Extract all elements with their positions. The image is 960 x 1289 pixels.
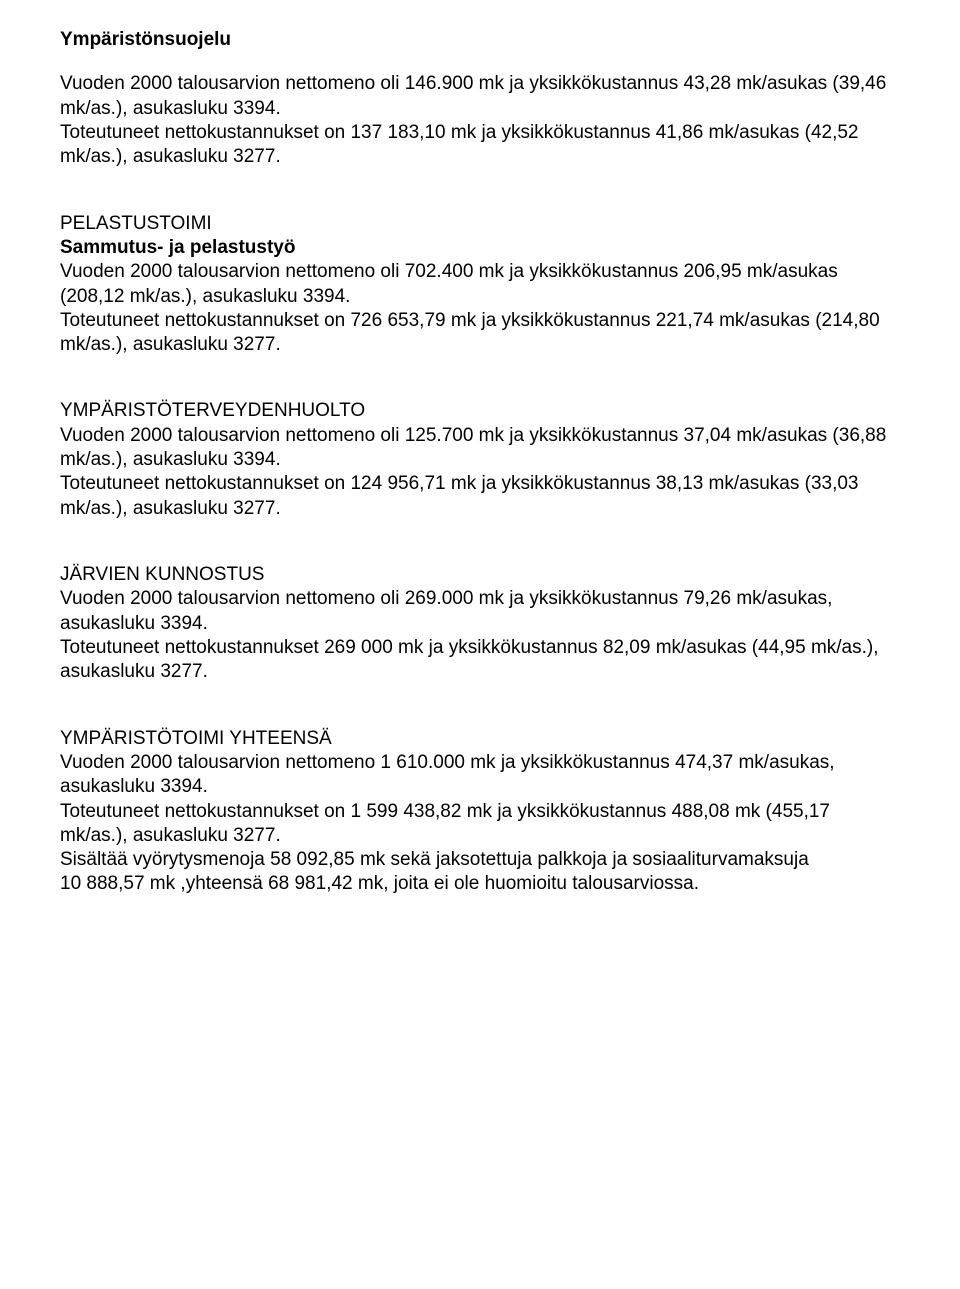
paragraph-text: Sisältää vyörytysmenoja 58 092,85 mk sek… [60, 848, 900, 872]
paragraph-text: Toteutuneet nettokustannukset on 726 653… [60, 309, 900, 358]
paragraph-text: Toteutuneet nettokustannukset on 124 956… [60, 472, 900, 521]
heading-ymparistotoimi-yhteensa: YMPÄRISTÖTOIMI YHTEENSÄ [60, 727, 900, 751]
paragraph-text: Vuoden 2000 talousarvion nettomeno oli 2… [60, 587, 900, 636]
heading-pelastustoimi: PELASTUSTOIMI [60, 212, 900, 236]
paragraph-text: Toteutuneet nettokustannukset on 1 599 4… [60, 800, 900, 849]
section-jarvien-kunnostus: JÄRVIEN KUNNOSTUS Vuoden 2000 talousarvi… [60, 563, 900, 685]
section-pelastustoimi: PELASTUSTOIMI Sammutus- ja pelastustyö V… [60, 212, 900, 358]
paragraph-text: 10 888,57 mk ,yhteensä 68 981,42 mk, joi… [60, 872, 900, 896]
paragraph-text: Vuoden 2000 talousarvion nettomeno oli 1… [60, 424, 900, 473]
paragraph-text: Vuoden 2000 talousarvion nettomeno oli 7… [60, 260, 900, 309]
subheading-sammutus: Sammutus- ja pelastustyö [60, 236, 900, 260]
title-ymparistonsuojelu: Ympäristönsuojelu [60, 28, 900, 52]
section-ymparistoterveydenhuolto: YMPÄRISTÖTERVEYDENHUOLTO Vuoden 2000 tal… [60, 399, 900, 521]
heading-jarvien-kunnostus: JÄRVIEN KUNNOSTUS [60, 563, 900, 587]
section-ymparistotoimi-yhteensa: YMPÄRISTÖTOIMI YHTEENSÄ Vuoden 2000 talo… [60, 727, 900, 897]
section-ymparistonsuojelu: Ympäristönsuojelu Vuoden 2000 talousarvi… [60, 28, 900, 170]
heading-ymparistoterveydenhuolto: YMPÄRISTÖTERVEYDENHUOLTO [60, 399, 900, 423]
paragraph-text: Toteutuneet nettokustannukset on 137 183… [60, 121, 900, 170]
paragraph-text: Vuoden 2000 talousarvion nettomeno 1 610… [60, 751, 900, 800]
paragraph-text: Vuoden 2000 talousarvion nettomeno oli 1… [60, 72, 900, 121]
paragraph-text: Toteutuneet nettokustannukset 269 000 mk… [60, 636, 900, 685]
